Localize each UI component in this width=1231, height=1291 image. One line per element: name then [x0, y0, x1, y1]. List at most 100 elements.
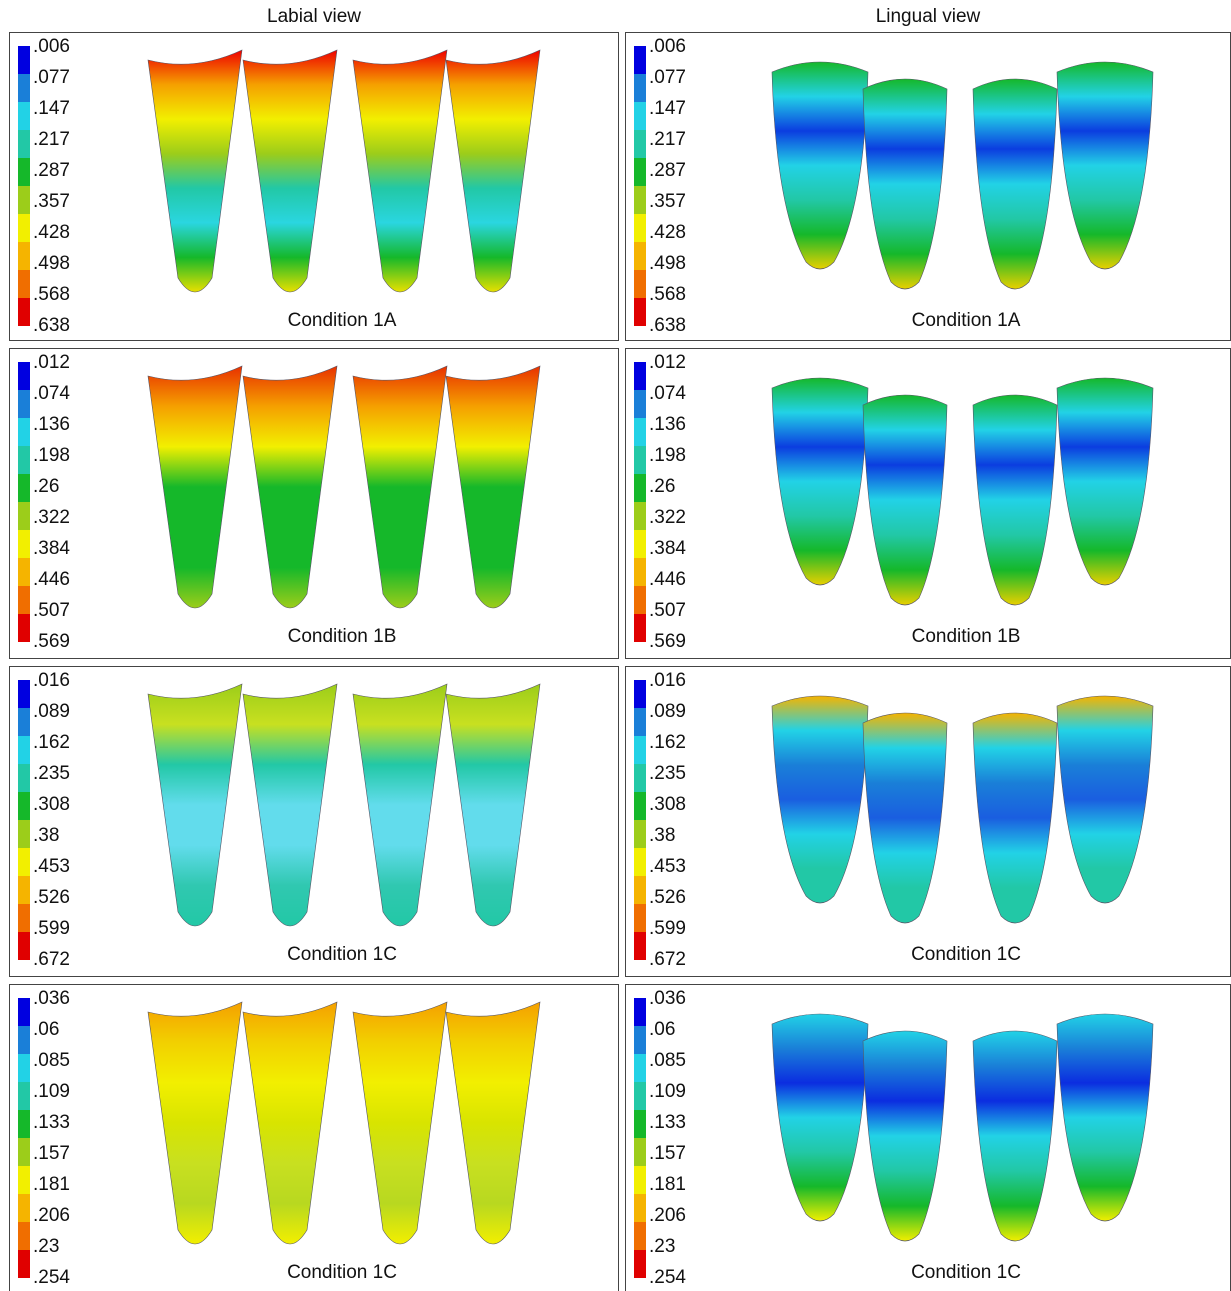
- legend-swatch: [634, 270, 646, 298]
- tooth: [863, 1031, 947, 1241]
- legend-label: .357: [649, 191, 686, 212]
- legend-label: .036: [649, 988, 686, 1009]
- legend-label: .507: [33, 600, 70, 621]
- panel-caption: Condition 1C: [911, 1262, 1021, 1283]
- legend-label: .006: [649, 36, 686, 57]
- legend-swatch: [18, 530, 30, 558]
- legend-swatch: [634, 502, 646, 530]
- tooth: [353, 684, 447, 926]
- tooth: [243, 684, 337, 926]
- legend-swatch: [18, 102, 30, 130]
- legend-label: .428: [649, 222, 686, 243]
- legend-swatch: [634, 130, 646, 158]
- legend-swatch: [634, 614, 646, 642]
- legend-swatch: [634, 390, 646, 418]
- legend-label: .077: [649, 67, 686, 88]
- legend-swatch: [18, 242, 30, 270]
- legend-label: .085: [649, 1050, 686, 1071]
- tooth: [353, 366, 447, 608]
- legend-swatch: [18, 446, 30, 474]
- legend-swatch: [634, 74, 646, 102]
- legend-swatch: [634, 558, 646, 586]
- legend-swatch: [18, 186, 30, 214]
- legend-swatch: [18, 932, 30, 960]
- legend-swatch: [18, 474, 30, 502]
- tooth: [243, 50, 337, 292]
- legend-swatch: [18, 1138, 30, 1166]
- column-header: Labial view: [267, 6, 361, 27]
- legend-label: .147: [649, 98, 686, 119]
- legend-label: .672: [33, 949, 70, 970]
- legend-swatch: [18, 876, 30, 904]
- legend-swatch: [18, 764, 30, 792]
- legend-label: .085: [33, 1050, 70, 1071]
- legend-label: .077: [33, 67, 70, 88]
- legend-swatch: [634, 186, 646, 214]
- legend-label: .136: [649, 414, 686, 435]
- legend-swatch: [634, 158, 646, 186]
- legend-swatch: [634, 708, 646, 736]
- legend-label: .322: [649, 507, 686, 528]
- legend-label: .308: [33, 794, 70, 815]
- legend-label: .157: [33, 1143, 70, 1164]
- tooth: [446, 684, 540, 926]
- legend-label: .384: [649, 538, 686, 559]
- legend-label: .526: [649, 887, 686, 908]
- tooth: [446, 366, 540, 608]
- panel-caption: Condition 1C: [287, 944, 397, 965]
- legend-label: .198: [649, 445, 686, 466]
- tooth: [863, 713, 947, 923]
- legend-label: .254: [33, 1267, 70, 1288]
- legend-swatch: [18, 1110, 30, 1138]
- legend-label: .074: [33, 383, 70, 404]
- legend-label: .206: [649, 1205, 686, 1226]
- tooth: [1057, 62, 1153, 269]
- legend-label: .147: [33, 98, 70, 119]
- column-header: Lingual view: [876, 6, 981, 27]
- legend-label: .446: [33, 569, 70, 590]
- legend-label: .322: [33, 507, 70, 528]
- legend-label: .638: [649, 315, 686, 336]
- legend-label: .198: [33, 445, 70, 466]
- legend-swatch: [18, 390, 30, 418]
- tooth: [973, 713, 1057, 923]
- legend-label: .181: [33, 1174, 70, 1195]
- legend-label: .06: [649, 1019, 675, 1040]
- legend-swatch: [634, 904, 646, 932]
- tooth: [148, 1002, 242, 1244]
- legend-label: .136: [33, 414, 70, 435]
- legend-label: .074: [649, 383, 686, 404]
- legend-swatch: [18, 362, 30, 390]
- panel-caption: Condition 1C: [911, 944, 1021, 965]
- legend-label: .384: [33, 538, 70, 559]
- legend-label: .428: [33, 222, 70, 243]
- legend-label: .235: [649, 763, 686, 784]
- legend-swatch: [634, 1110, 646, 1138]
- legend-swatch: [634, 1194, 646, 1222]
- legend-swatch: [634, 446, 646, 474]
- legend-label: .498: [649, 253, 686, 274]
- legend-swatch: [18, 904, 30, 932]
- legend-swatch: [634, 764, 646, 792]
- legend-label: .181: [649, 1174, 686, 1195]
- legend-label: .308: [649, 794, 686, 815]
- legend-swatch: [18, 74, 30, 102]
- legend-label: .016: [649, 670, 686, 691]
- legend-swatch: [634, 1138, 646, 1166]
- legend-swatch: [18, 848, 30, 876]
- legend-label: .016: [33, 670, 70, 691]
- legend-label: .526: [33, 887, 70, 908]
- legend-label: .012: [649, 352, 686, 373]
- tooth: [1057, 378, 1153, 585]
- legend-swatch: [634, 418, 646, 446]
- legend-label: .157: [649, 1143, 686, 1164]
- tooth: [1057, 696, 1153, 903]
- tooth: [148, 684, 242, 926]
- legend-label: .638: [33, 315, 70, 336]
- tooth: [973, 1031, 1057, 1241]
- legend-swatch: [18, 46, 30, 74]
- legend-swatch: [634, 474, 646, 502]
- legend-label: .507: [649, 600, 686, 621]
- legend-swatch: [18, 1250, 30, 1278]
- legend-swatch: [634, 1166, 646, 1194]
